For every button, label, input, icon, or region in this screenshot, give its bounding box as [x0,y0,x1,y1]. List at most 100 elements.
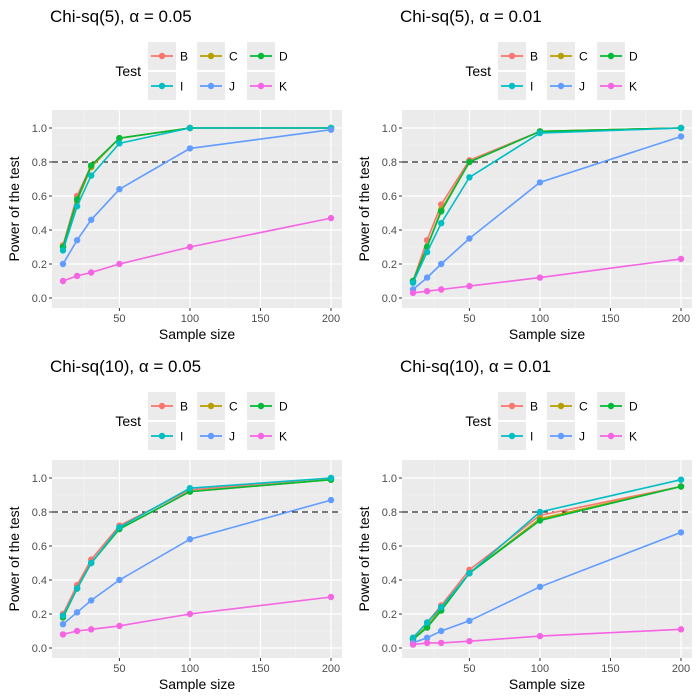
x-tick-label: 150 [601,663,619,675]
data-point [88,559,95,567]
legend-item-j: J [197,422,235,450]
data-point [409,279,417,286]
legend-label: K [629,430,637,444]
data-point [88,626,95,633]
data-point [466,174,473,181]
series-j [409,133,685,293]
legend-key-point [257,52,265,60]
legend-key-point [607,82,615,90]
legend-key-point [207,432,215,440]
y-tick-label: 0.6 [382,541,397,553]
data-point [186,124,194,132]
legend-item-c: C [197,42,238,70]
y-tick-label: 0.8 [382,507,397,519]
y-tick-label: 0.0 [382,293,397,305]
legend-item-k: K [597,422,637,450]
series-line [62,477,332,617]
panel-title: Chi-sq(5), α = 0.01 [400,7,542,26]
data-point [423,274,431,281]
y-tick-label: 0.4 [32,225,47,237]
legend-label: B [180,400,188,414]
legend-item-k: K [247,72,287,100]
data-point [677,483,685,490]
data-point [116,140,123,147]
legend-key-point [257,82,265,90]
legend-label: I [180,80,183,94]
data-point [327,496,335,504]
legend-title: Test [465,413,491,429]
legend-label: K [279,80,287,94]
data-point [536,517,544,524]
x-tick-label: 200 [672,663,690,675]
plot-background [52,460,342,658]
x-tick-label: 50 [113,663,125,675]
data-point [677,124,685,132]
legend-key-point [158,432,166,440]
data-point [423,619,431,626]
data-point [438,604,445,611]
y-tick-label: 0.4 [32,575,47,587]
legend-item-j: J [547,72,585,100]
legend-item-i: I [148,422,183,450]
data-point [536,179,544,186]
data-point [536,632,544,640]
x-tick-label: 100 [181,313,199,325]
y-tick-label: 0.2 [382,609,397,621]
data-point [409,634,417,641]
legend-item-c: C [547,42,588,70]
data-point [327,214,335,222]
data-point [423,288,431,295]
data-point [677,626,685,633]
data-point [536,508,544,516]
y-tick-label: 0.4 [382,225,397,237]
panel-title: Chi-sq(5), α = 0.05 [50,7,192,26]
legend-label: I [180,430,183,444]
legend-item-d: D [247,42,288,70]
series-k [59,593,335,638]
data-point [466,158,473,166]
legend-key-point [158,52,166,60]
legend-label: D [629,400,638,414]
data-point [73,609,81,616]
x-tick-label: 50 [463,663,475,675]
legend-label: B [180,50,188,64]
legend-title: Test [115,63,141,79]
data-point [423,634,431,641]
x-tick-label: 150 [251,313,269,325]
y-axis-label: Power of the test [356,156,372,261]
chart-panel-3: Chi-sq(10), α = 0.05 Test B C D I J K 50 100 150 20… [6,357,342,692]
panel-title-alpha: α = 0.01 [489,357,551,376]
gridlines [52,460,342,658]
data-point [438,639,445,647]
y-tick-label: 0.6 [32,191,47,203]
data-point [116,260,123,268]
data-point [327,126,335,133]
data-point [438,286,445,293]
legend-label: D [279,50,288,64]
legend-key-point [158,402,166,410]
legend-key-point [607,52,615,60]
data-point [73,272,81,280]
data-point [536,129,544,137]
legend-key-point [508,402,516,410]
data-point [438,627,445,635]
series-i [59,474,335,619]
y-tick-label: 0.8 [382,157,397,169]
panel-title-prefix: Chi-sq(10), [50,357,139,376]
data-point [186,536,194,543]
data-point [423,624,431,631]
data-point [186,485,194,492]
data-point [677,529,685,536]
panel-title-prefix: Chi-sq(5), [50,7,129,26]
legend-item-d: D [597,42,638,70]
legend-label: C [229,400,238,414]
data-point [59,260,67,268]
legend-label: J [579,430,585,444]
data-point [438,260,445,268]
data-point [466,617,473,624]
series-line [62,127,331,251]
data-point [116,622,123,630]
data-point [73,237,81,244]
legend-key-point [207,52,215,60]
legend-item-b: B [148,42,188,70]
